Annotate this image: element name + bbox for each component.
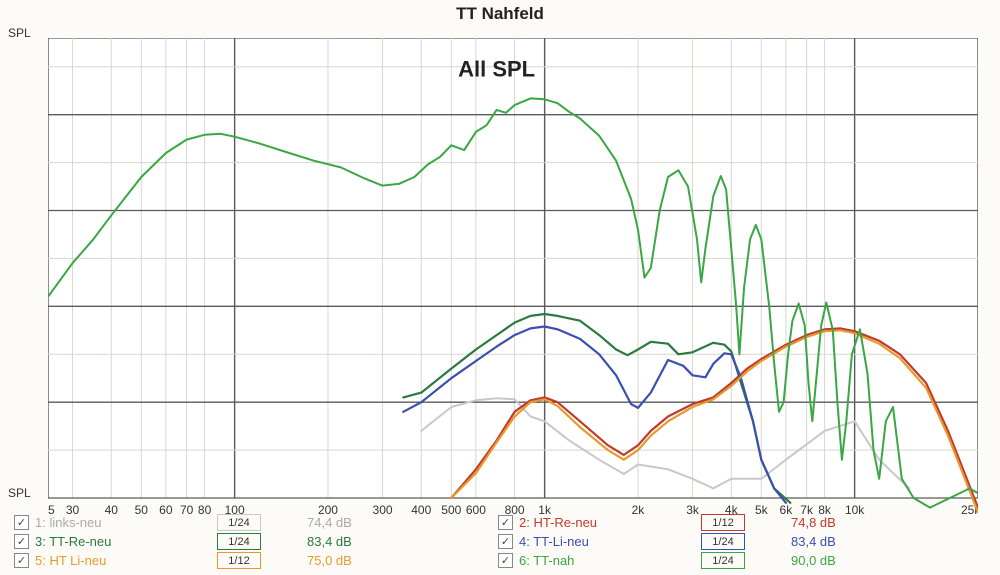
legend-db: 83,4 dB <box>791 534 861 549</box>
legend-smoothing: 1/24 <box>217 533 261 550</box>
y-axis-label-bottom: SPL <box>8 486 31 500</box>
legend-item[interactable]: ✓ 1: links-neu 1/24 74,4 dB <box>14 514 474 531</box>
legend-checkbox[interactable]: ✓ <box>14 515 29 530</box>
legend-checkbox[interactable]: ✓ <box>498 515 513 530</box>
legend-db: 74,8 dB <box>791 515 861 530</box>
legend-item[interactable]: ✓ 3: TT-Re-neu 1/24 83,4 dB <box>14 533 474 550</box>
legend-label: 3: TT-Re-neu <box>35 534 145 549</box>
legend-db: 75,0 dB <box>307 553 377 568</box>
legend-checkbox[interactable]: ✓ <box>14 534 29 549</box>
legend-checkbox[interactable]: ✓ <box>498 534 513 549</box>
legend: ✓ 1: links-neu 1/24 74,4 dB ✓ 2: HT-Re-neu 1/1… <box>14 514 984 571</box>
legend-label: 5: HT Li-neu <box>35 553 145 568</box>
legend-label: 1: links-neu <box>35 515 145 530</box>
legend-item[interactable]: ✓ 6: TT-nah 1/24 90,0 dB <box>498 552 958 569</box>
legend-smoothing: 1/24 <box>217 514 261 531</box>
svg-text:All SPL: All SPL <box>458 56 535 81</box>
legend-smoothing: 1/12 <box>701 514 745 531</box>
chart-title: TT Nahfeld <box>0 4 1000 24</box>
legend-db: 90,0 dB <box>791 553 861 568</box>
legend-label: 2: HT-Re-neu <box>519 515 629 530</box>
legend-item[interactable]: ✓ 5: HT Li-neu 1/12 75,0 dB <box>14 552 474 569</box>
legend-checkbox[interactable]: ✓ <box>14 553 29 568</box>
legend-checkbox[interactable]: ✓ <box>498 553 513 568</box>
legend-label: 6: TT-nah <box>519 553 629 568</box>
chart-container: TT Nahfeld SPL SPL 253040506070801002003… <box>0 0 1000 575</box>
legend-smoothing: 1/24 <box>701 533 745 550</box>
legend-smoothing: 1/24 <box>701 552 745 569</box>
legend-label: 4: TT-Li-neu <box>519 534 629 549</box>
legend-db: 83,4 dB <box>307 534 377 549</box>
legend-smoothing: 1/12 <box>217 552 261 569</box>
legend-item[interactable]: ✓ 4: TT-Li-neu 1/24 83,4 dB <box>498 533 958 550</box>
plot-svg: 253040506070801002003004005006008001k2k3… <box>48 38 978 528</box>
plot-area: 253040506070801002003004005006008001k2k3… <box>48 38 978 498</box>
legend-db: 74,4 dB <box>307 515 377 530</box>
y-axis-label-top: SPL <box>8 26 31 40</box>
legend-item[interactable]: ✓ 2: HT-Re-neu 1/12 74,8 dB <box>498 514 958 531</box>
